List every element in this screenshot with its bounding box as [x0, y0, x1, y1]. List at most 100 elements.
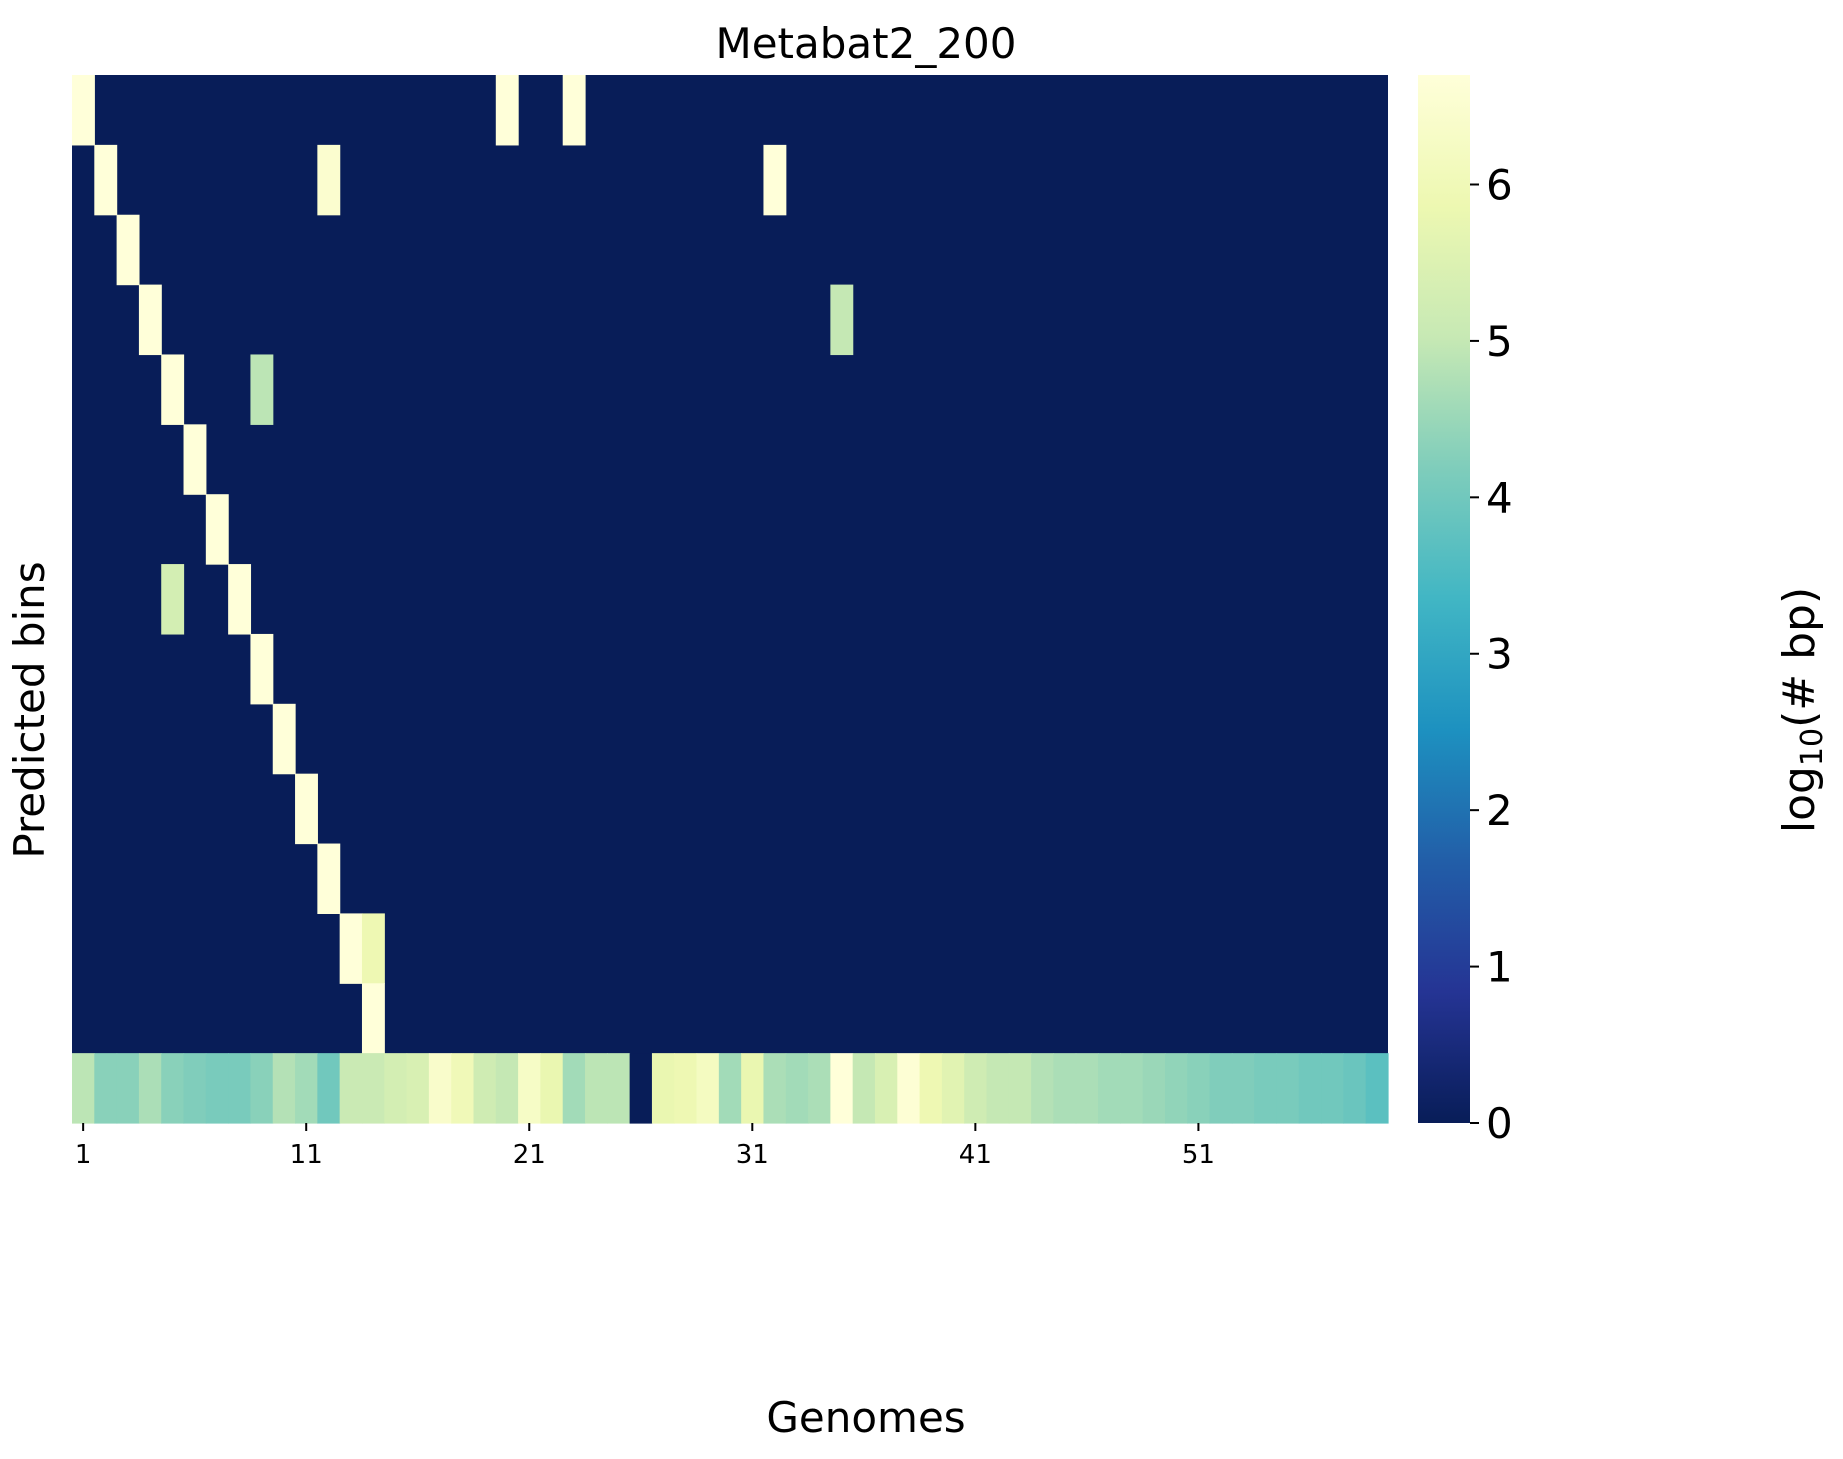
- heatmap-cell: [1142, 1053, 1166, 1124]
- heatmap-cell: [964, 1053, 988, 1124]
- heatmap-cell: [161, 564, 185, 635]
- colorbar-tick-label: 4: [1486, 473, 1513, 522]
- heatmap-cell: [718, 1053, 742, 1124]
- heatmap-cell: [1120, 1053, 1144, 1124]
- heatmap-cell: [295, 1053, 318, 1124]
- heatmap-cell: [674, 1053, 698, 1124]
- heatmap-cell: [495, 1053, 519, 1124]
- heatmap-cell: [406, 1053, 430, 1124]
- colorbar: 0 1 2 3 4 5 6 log10(# bp): [1418, 75, 1830, 1148]
- heatmap-cell: [629, 1053, 653, 1124]
- heatmap-cell: [518, 1053, 542, 1124]
- heatmap-cell: [763, 144, 787, 216]
- heatmap-cell: [1343, 1053, 1367, 1124]
- heatmap-cell: [1098, 1053, 1121, 1124]
- heatmap-cell: [874, 1053, 898, 1124]
- heatmap-cell: [317, 144, 341, 216]
- heatmap-cell: [94, 1053, 118, 1124]
- colorbar-tick-label: 2: [1486, 786, 1513, 835]
- heatmap-cell: [785, 1053, 809, 1124]
- heatmap-cell: [941, 1053, 965, 1124]
- heatmap-cell: [808, 1053, 831, 1124]
- heatmap-cell: [384, 1053, 408, 1124]
- heatmap-cell: [272, 703, 296, 775]
- heatmap-cell: [1276, 1053, 1300, 1124]
- heatmap-cell: [451, 1053, 475, 1124]
- chart-title: Metabat2_200: [715, 19, 1016, 68]
- heatmap-cell: [897, 1053, 921, 1124]
- x-tick-label: 11: [290, 1140, 323, 1170]
- heatmap-cell: [228, 1053, 252, 1124]
- colorbar-gradient: [1418, 75, 1470, 1123]
- heatmap-cell: [361, 913, 385, 984]
- heatmap-cell: [473, 1053, 497, 1124]
- heatmap-cell: [116, 1053, 140, 1124]
- heatmap-cell: [250, 354, 274, 425]
- heatmap-cell: [161, 354, 185, 425]
- heatmap-cell: [205, 494, 229, 565]
- heatmap-cell: [495, 75, 519, 146]
- heatmap-area: [72, 75, 1389, 1124]
- y-axis-label: Predicted bins: [5, 561, 54, 858]
- x-axis-label: Genomes: [766, 1393, 965, 1442]
- heatmap-cell: [1209, 1053, 1233, 1124]
- x-axis-ticks: 1 11 21 31 41 51: [75, 1123, 1215, 1170]
- heatmap-cell: [562, 75, 586, 146]
- heatmap-cell: [339, 913, 363, 984]
- heatmap-cell: [428, 1053, 452, 1124]
- heatmap-cell: [1031, 1053, 1055, 1124]
- heatmap-cell: [183, 1053, 207, 1124]
- heatmap-cell: [696, 1053, 720, 1124]
- colorbar-tick-label: 6: [1486, 160, 1513, 209]
- heatmap-cell: [607, 1053, 631, 1124]
- x-tick-label: 31: [736, 1140, 769, 1170]
- heatmap-cell: [183, 424, 207, 495]
- heatmap-cell: [1164, 1053, 1188, 1124]
- heatmap-cell: [919, 1053, 943, 1124]
- heatmap-cell: [651, 1053, 675, 1124]
- heatmap-cell: [830, 1053, 854, 1124]
- colorbar-tick-label: 0: [1486, 1099, 1513, 1148]
- heatmap-cell: [228, 564, 252, 635]
- heatmap-cell: [361, 983, 385, 1054]
- heatmap-cell: [339, 1053, 363, 1124]
- heatmap-background: [72, 75, 1388, 1123]
- heatmap-cell: [205, 1053, 229, 1124]
- colorbar-label-base: log: [1774, 766, 1825, 833]
- heatmap-cell: [741, 1053, 765, 1124]
- heatmap-cell: [250, 633, 274, 705]
- heatmap-cell: [94, 144, 118, 216]
- heatmap-cell: [1187, 1053, 1211, 1124]
- colorbar-label-sub: 10: [1795, 728, 1830, 766]
- heatmap-cell: [272, 1053, 296, 1124]
- heatmap-cell: [161, 1053, 185, 1124]
- x-tick-label: 51: [1182, 1140, 1215, 1170]
- heatmap-cell: [852, 1053, 876, 1124]
- colorbar-tick-label: 3: [1486, 630, 1513, 679]
- heatmap-cell: [1321, 1053, 1344, 1124]
- heatmap-cell: [317, 1053, 341, 1124]
- heatmap-cell: [1008, 1053, 1032, 1124]
- heatmap-cell: [138, 1053, 162, 1124]
- heatmap-cell: [1053, 1053, 1077, 1124]
- heatmap-cell: [72, 1053, 95, 1124]
- heatmap-cell: [1231, 1053, 1255, 1124]
- heatmap-cell: [763, 1053, 787, 1124]
- heatmap-cell: [116, 214, 140, 286]
- heatmap-cell: [986, 1053, 1010, 1124]
- heatmap-cell: [1254, 1053, 1278, 1124]
- heatmap-cell: [250, 1053, 274, 1124]
- heatmap-cell: [830, 284, 854, 356]
- heatmap-cells: [72, 75, 1389, 1124]
- x-tick-label: 41: [959, 1140, 992, 1170]
- heatmap-cell: [1365, 1053, 1389, 1124]
- heatmap-cell: [317, 843, 341, 914]
- colorbar-tick-label: 5: [1486, 317, 1513, 366]
- colorbar-tick-label: 1: [1486, 943, 1513, 992]
- colorbar-label-rest: (# bp): [1774, 587, 1825, 728]
- heatmap-cell: [540, 1053, 564, 1124]
- heatmap-cell: [361, 1053, 385, 1124]
- heatmap-cell: [562, 1053, 586, 1124]
- heatmap-cell: [295, 773, 318, 845]
